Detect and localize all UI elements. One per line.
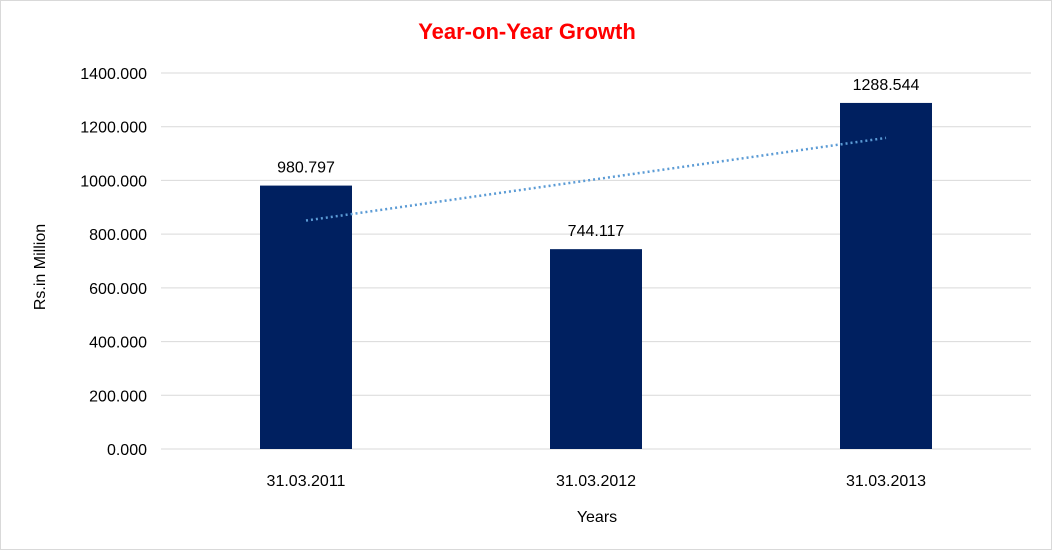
y-tick-label: 200.000 <box>89 388 147 405</box>
bar <box>840 102 932 449</box>
y-tick-label: 400.000 <box>89 335 147 352</box>
y-tick-label: 1400.000 <box>80 66 147 83</box>
y-tick-label: 1200.000 <box>80 120 147 137</box>
y-tick-label: 600.000 <box>89 281 147 298</box>
trendline-line <box>305 136 887 222</box>
x-axis-title: Years <box>577 509 617 526</box>
data-label: 1288.544 <box>853 77 920 94</box>
y-axis-title: Rs.in Million <box>32 224 49 310</box>
trendline <box>305 136 887 222</box>
bar <box>550 249 642 449</box>
data-label: 744.117 <box>568 223 625 240</box>
x-tick-label: 31.03.2011 <box>267 473 346 490</box>
labels: 0.000 200.000 400.000 600.000 800.000 1000.00… <box>80 66 926 490</box>
x-tick-label: 31.03.2013 <box>846 473 926 490</box>
x-tick-label: 31.03.2012 <box>556 473 636 490</box>
data-label: 980.797 <box>277 160 335 177</box>
bars <box>260 102 932 450</box>
y-tick-label: 800.000 <box>89 227 147 244</box>
y-tick-label: 0.000 <box>107 442 147 459</box>
bar <box>260 185 352 450</box>
chart-title: Year-on-Year Growth <box>418 19 636 44</box>
y-tick-label: 1000.000 <box>80 173 147 190</box>
